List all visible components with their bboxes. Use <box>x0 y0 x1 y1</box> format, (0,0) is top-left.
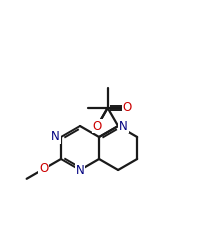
Text: N: N <box>119 119 128 133</box>
Text: N: N <box>51 131 60 143</box>
Text: N: N <box>76 164 84 176</box>
Text: O: O <box>123 101 132 114</box>
Text: O: O <box>93 119 102 133</box>
Text: O: O <box>39 162 48 175</box>
